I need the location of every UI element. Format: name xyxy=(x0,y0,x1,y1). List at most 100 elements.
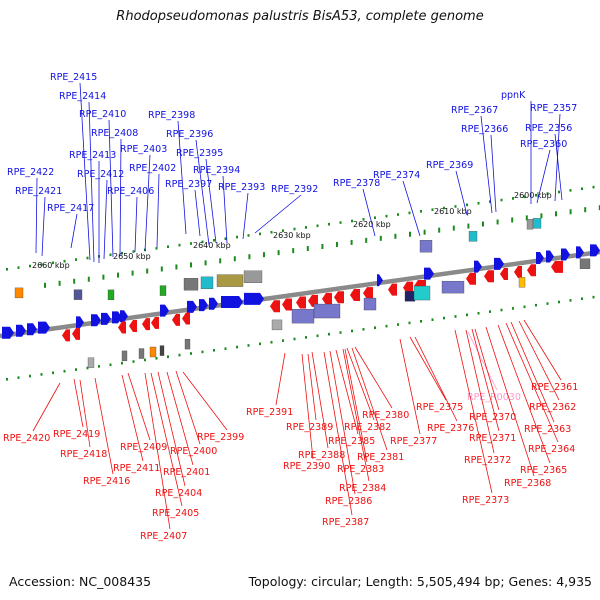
reverse-gene-arrow[interactable] xyxy=(322,292,332,305)
reverse-gene-label[interactable]: RPE_2400 xyxy=(170,446,217,457)
feature-box[interactable] xyxy=(518,277,526,288)
reverse-gene-label[interactable]: RPE_2362 xyxy=(529,402,576,413)
feature-box[interactable] xyxy=(313,303,341,319)
reverse-gene-label[interactable]: RPE_2391 xyxy=(246,407,293,418)
forward-gene-label[interactable]: RPE_2378 xyxy=(333,178,380,189)
reverse-gene-label[interactable]: RPE_2390 xyxy=(283,461,330,472)
feature-box[interactable] xyxy=(121,350,128,362)
reverse-gene-label[interactable]: RPE_2388 xyxy=(298,450,345,461)
forward-gene-arrow[interactable] xyxy=(590,244,600,257)
reverse-gene-arrow[interactable] xyxy=(388,283,397,296)
feature-box[interactable] xyxy=(419,240,433,253)
reverse-gene-label[interactable]: RPE_2407 xyxy=(140,531,187,542)
reverse-gene-label[interactable]: RPE_2376 xyxy=(427,423,474,434)
forward-gene-arrow[interactable] xyxy=(494,257,504,270)
forward-gene-arrow[interactable] xyxy=(561,248,570,261)
forward-gene-label[interactable]: RPE_2394 xyxy=(193,165,240,176)
feature-box[interactable] xyxy=(579,258,591,269)
reverse-gene-label[interactable]: RPE_2371 xyxy=(469,433,516,444)
reverse-gene-label[interactable]: RPE_2373 xyxy=(462,495,509,506)
reverse-gene-label[interactable]: RPE_2364 xyxy=(528,444,575,455)
reverse-gene-label[interactable]: RPE_2363 xyxy=(524,424,571,435)
forward-gene-label[interactable]: RPE_2408 xyxy=(91,128,138,139)
reverse-gene-arrow[interactable] xyxy=(350,289,360,301)
forward-gene-arrow[interactable] xyxy=(187,300,197,313)
reverse-gene-arrow[interactable] xyxy=(72,327,80,340)
reverse-gene-label[interactable]: RPE_2401 xyxy=(163,467,210,478)
forward-gene-label[interactable]: RPE_2414 xyxy=(59,91,106,102)
forward-gene-label[interactable]: RPE_2356 xyxy=(525,123,572,134)
reverse-gene-label[interactable]: RPE_2381 xyxy=(357,452,404,463)
reverse-gene-arrow[interactable] xyxy=(129,319,137,332)
reverse-gene-label[interactable]: RPE_2365 xyxy=(520,465,567,476)
forward-gene-label[interactable]: RPE_2367 xyxy=(451,105,498,116)
reverse-gene-label[interactable]: RPE_2377 xyxy=(390,436,437,447)
feature-box[interactable] xyxy=(200,276,214,290)
forward-gene-label[interactable]: RPE_2417 xyxy=(47,203,94,214)
feature-box[interactable] xyxy=(107,289,115,301)
forward-gene-arrow[interactable] xyxy=(76,316,84,329)
forward-gene-arrow[interactable] xyxy=(199,299,208,312)
reverse-gene-arrow[interactable] xyxy=(514,266,522,279)
feature-box[interactable] xyxy=(149,346,157,358)
feature-box[interactable] xyxy=(73,289,83,300)
forward-gene-arrow[interactable] xyxy=(424,267,434,280)
forward-gene-label[interactable]: ppnK xyxy=(501,90,526,101)
forward-gene-label[interactable]: RPE_2395 xyxy=(176,148,223,159)
forward-gene-arrow[interactable] xyxy=(536,251,544,264)
reverse-gene-arrow[interactable] xyxy=(151,316,159,329)
forward-gene-label[interactable]: RPE_2369 xyxy=(426,160,473,171)
reverse-gene-arrow[interactable] xyxy=(484,270,494,283)
forward-gene-arrow[interactable] xyxy=(101,312,111,325)
reverse-gene-arrow[interactable] xyxy=(500,268,508,280)
forward-gene-arrow[interactable] xyxy=(244,292,264,305)
reverse-gene-label[interactable]: RPE_2368 xyxy=(504,478,551,489)
reverse-gene-arrow[interactable] xyxy=(296,296,306,309)
forward-gene-arrow[interactable] xyxy=(377,274,383,287)
feature-box[interactable] xyxy=(532,218,542,229)
feature-box[interactable] xyxy=(404,291,416,302)
reverse-gene-label[interactable]: RPE_2375 xyxy=(416,402,463,413)
forward-gene-label[interactable]: RPE_2392 xyxy=(271,184,318,195)
forward-gene-label[interactable]: RPE_2397 xyxy=(165,179,212,190)
forward-gene-arrow[interactable] xyxy=(120,310,128,323)
feature-box[interactable] xyxy=(526,219,534,230)
reverse-gene-label[interactable]: RPE_2387 xyxy=(322,517,369,528)
reverse-gene-arrow[interactable] xyxy=(142,318,150,331)
reverse-gene-arrow[interactable] xyxy=(527,264,536,277)
reverse-gene-label[interactable]: RPE_2382 xyxy=(344,422,391,433)
reverse-gene-label[interactable]: RPE_2418 xyxy=(60,449,107,460)
reverse-gene-label[interactable]: RPE_2383 xyxy=(337,464,384,475)
feature-box[interactable] xyxy=(441,280,465,294)
forward-gene-label[interactable]: RPE_2398 xyxy=(148,110,195,121)
reverse-gene-arrow[interactable] xyxy=(403,281,413,294)
reverse-gene-label[interactable]: RPE_2420 xyxy=(3,433,50,444)
feature-box[interactable] xyxy=(159,345,165,356)
forward-gene-label[interactable]: RPE_2421 xyxy=(15,186,62,197)
reverse-gene-arrow[interactable] xyxy=(182,312,190,325)
forward-gene-arrow[interactable] xyxy=(38,321,50,334)
feature-box[interactable] xyxy=(159,285,167,296)
rna-gene-label[interactable]: RPE_R0030 xyxy=(467,392,521,403)
reverse-gene-arrow[interactable] xyxy=(363,287,373,300)
reverse-gene-label[interactable]: RPE_2389 xyxy=(286,422,333,433)
reverse-gene-arrow[interactable] xyxy=(118,321,126,334)
forward-gene-arrow[interactable] xyxy=(576,246,584,259)
reverse-gene-label[interactable]: RPE_2386 xyxy=(325,496,372,507)
reverse-gene-label[interactable]: RPE_2370 xyxy=(469,412,516,423)
feature-box[interactable] xyxy=(413,285,431,301)
feature-box[interactable] xyxy=(363,297,377,311)
reverse-gene-label[interactable]: RPE_2380 xyxy=(362,410,409,421)
feature-box[interactable] xyxy=(468,231,478,242)
forward-gene-arrow[interactable] xyxy=(16,324,26,337)
reverse-gene-label[interactable]: RPE_2419 xyxy=(53,429,100,440)
reverse-gene-label[interactable]: RPE_2361 xyxy=(531,382,578,393)
reverse-gene-label[interactable]: RPE_2399 xyxy=(197,432,244,443)
forward-gene-label[interactable]: RPE_2374 xyxy=(373,170,420,181)
forward-gene-arrow[interactable] xyxy=(91,314,101,327)
feature-box[interactable] xyxy=(243,270,263,283)
forward-gene-label[interactable]: RPE_2412 xyxy=(77,169,124,180)
forward-gene-arrow[interactable] xyxy=(112,311,122,324)
reverse-gene-arrow[interactable] xyxy=(62,329,70,342)
reverse-gene-label[interactable]: RPE_2409 xyxy=(120,442,167,453)
